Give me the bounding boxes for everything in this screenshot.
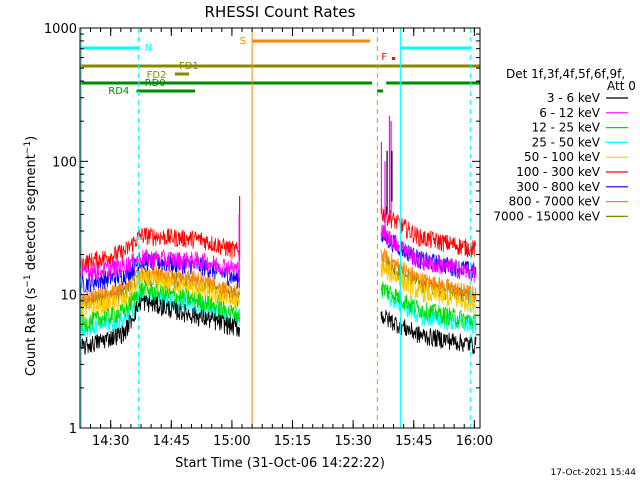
y-tick-label: 10 xyxy=(60,289,77,304)
series-5-pre xyxy=(79,227,240,273)
flag-label-f: F xyxy=(381,52,387,63)
series-1-pre xyxy=(79,248,240,284)
legend-header-2: Att 0 xyxy=(607,79,636,93)
flag-label-n: N xyxy=(145,43,152,54)
x-tick-label: 15:45 xyxy=(395,434,432,449)
x-tick-label: 15:00 xyxy=(213,434,250,449)
series-0-post xyxy=(380,309,477,354)
legend-label-5: 100 - 300 keV xyxy=(516,165,600,179)
legend-label-3: 25 - 50 keV xyxy=(532,135,601,149)
axes: 1 10 100 1000 14:30 14:45 15:00 15:15 15:30 15:45… xyxy=(44,22,493,449)
flag-label-fd2: FD2 xyxy=(147,70,167,81)
legend: Det 1f,3f,4f,5f,6f,9f, Att 0 3 - 6 keV6 … xyxy=(493,67,635,223)
series-2-pre xyxy=(79,281,240,333)
x-tick-label: 14:30 xyxy=(92,434,129,449)
timestamp: 17-Oct-2021 15:44 xyxy=(551,468,637,478)
y-axis-label: Count Rate (s−1 detector segment−1) xyxy=(23,136,39,376)
series-7-post xyxy=(380,247,477,303)
legend-label-0: 3 - 6 keV xyxy=(547,91,601,105)
flag-mark-f xyxy=(391,57,395,60)
x-axis-label: Start Time (31-Oct-06 14:22:22) xyxy=(175,456,385,471)
series-4-pre xyxy=(79,271,240,320)
x-tick-label: 14:45 xyxy=(153,434,190,449)
series-6-pre xyxy=(79,252,240,294)
x-tick-label: 15:15 xyxy=(274,434,311,449)
x-tick-label: 15:30 xyxy=(334,434,371,449)
x-tick-label: 16:00 xyxy=(456,434,493,449)
flag-label-rd0: RD0 xyxy=(145,78,166,89)
chart-title: RHESSI Count Rates xyxy=(205,3,356,21)
series-3-post xyxy=(380,284,477,336)
legend-label-4: 50 - 100 keV xyxy=(524,150,601,164)
legend-label-7: 800 - 7000 keV xyxy=(509,195,601,209)
legend-label-2: 12 - 25 keV xyxy=(532,121,601,135)
series-3-pre xyxy=(79,286,240,340)
legend-label-8: 7000 - 15000 keV xyxy=(493,209,600,223)
series-7-pre xyxy=(79,265,240,310)
y-tick-label: 1 xyxy=(69,422,77,437)
flag-label-fd1: FD1 xyxy=(179,61,199,72)
flag-label-s: S xyxy=(240,36,246,47)
y-tick-label: 1000 xyxy=(44,22,77,37)
legend-label-1: 6 - 12 keV xyxy=(539,106,601,120)
time-markers xyxy=(80,28,472,428)
data-series xyxy=(79,115,477,355)
flag-label-rd4: RD4 xyxy=(108,86,129,97)
y-tick-label: 100 xyxy=(52,155,77,170)
series-4-post xyxy=(380,261,477,314)
series-5-post xyxy=(380,206,477,258)
series-2-post xyxy=(380,281,477,331)
plot-frame xyxy=(79,27,481,429)
legend-header-1: Det 1f,3f,4f,5f,6f,9f, xyxy=(506,67,625,81)
series-1-post xyxy=(380,224,477,283)
series-0-pre xyxy=(79,295,240,355)
legend-label-6: 300 - 800 keV xyxy=(516,180,600,194)
